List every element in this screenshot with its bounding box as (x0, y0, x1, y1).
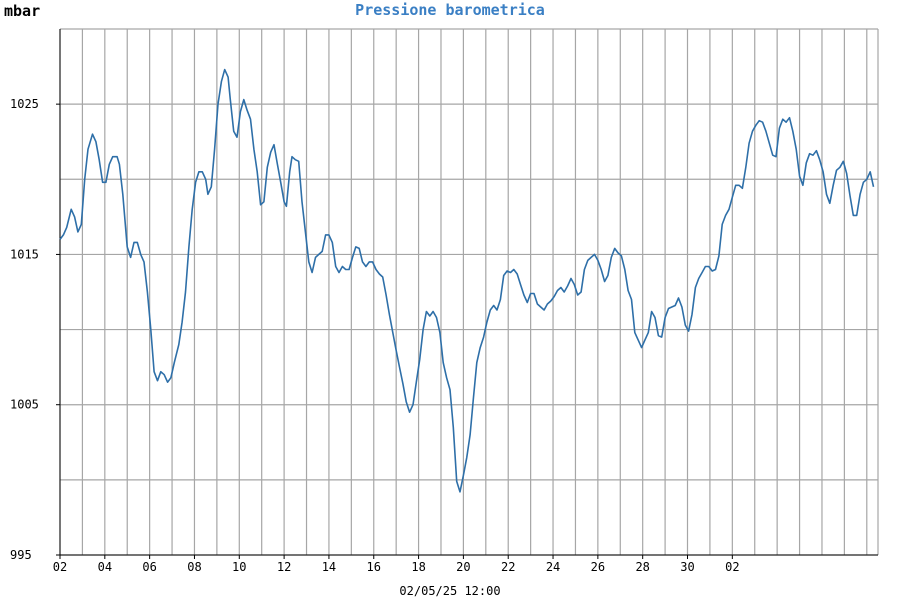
x-tick-label: 08 (187, 560, 201, 574)
x-tick-label: 24 (546, 560, 560, 574)
x-tick-label: 26 (591, 560, 605, 574)
x-tick-label: 02 (53, 560, 67, 574)
x-tick-label: 28 (635, 560, 649, 574)
y-tick-label: 995 (10, 548, 32, 562)
x-tick-label: 16 (367, 560, 381, 574)
y-tick-label: 1025 (10, 97, 39, 111)
chart-title: Pressione barometrica (355, 1, 545, 19)
y-tick-labels: 995 1005 1015 1025 (10, 97, 60, 562)
series-group (59, 68, 875, 493)
x-tick-label: 20 (456, 560, 470, 574)
x-tick-label: 04 (98, 560, 112, 574)
y-tick-label: 1005 (10, 398, 39, 412)
x-tick-label: 10 (232, 560, 246, 574)
x-tick-label: 22 (501, 560, 515, 574)
vertical-grid (59, 29, 879, 555)
x-axis-caption: 02/05/25 12:00 (399, 584, 500, 598)
y-tick-label: 1015 (10, 247, 39, 261)
x-tick-labels: 02 04 06 08 10 12 14 16 18 20 22 24 26 28 30 02 (53, 555, 740, 574)
y-axis-unit: mbar (4, 2, 40, 20)
x-tick-label: 18 (411, 560, 425, 574)
x-tick-label: 14 (322, 560, 336, 574)
axes (59, 29, 878, 556)
x-tick-label: 12 (277, 560, 291, 574)
pressure-line (59, 68, 875, 493)
x-tick-label: 02 (725, 560, 739, 574)
x-tick-label: 30 (680, 560, 694, 574)
x-tick-label: 06 (142, 560, 156, 574)
